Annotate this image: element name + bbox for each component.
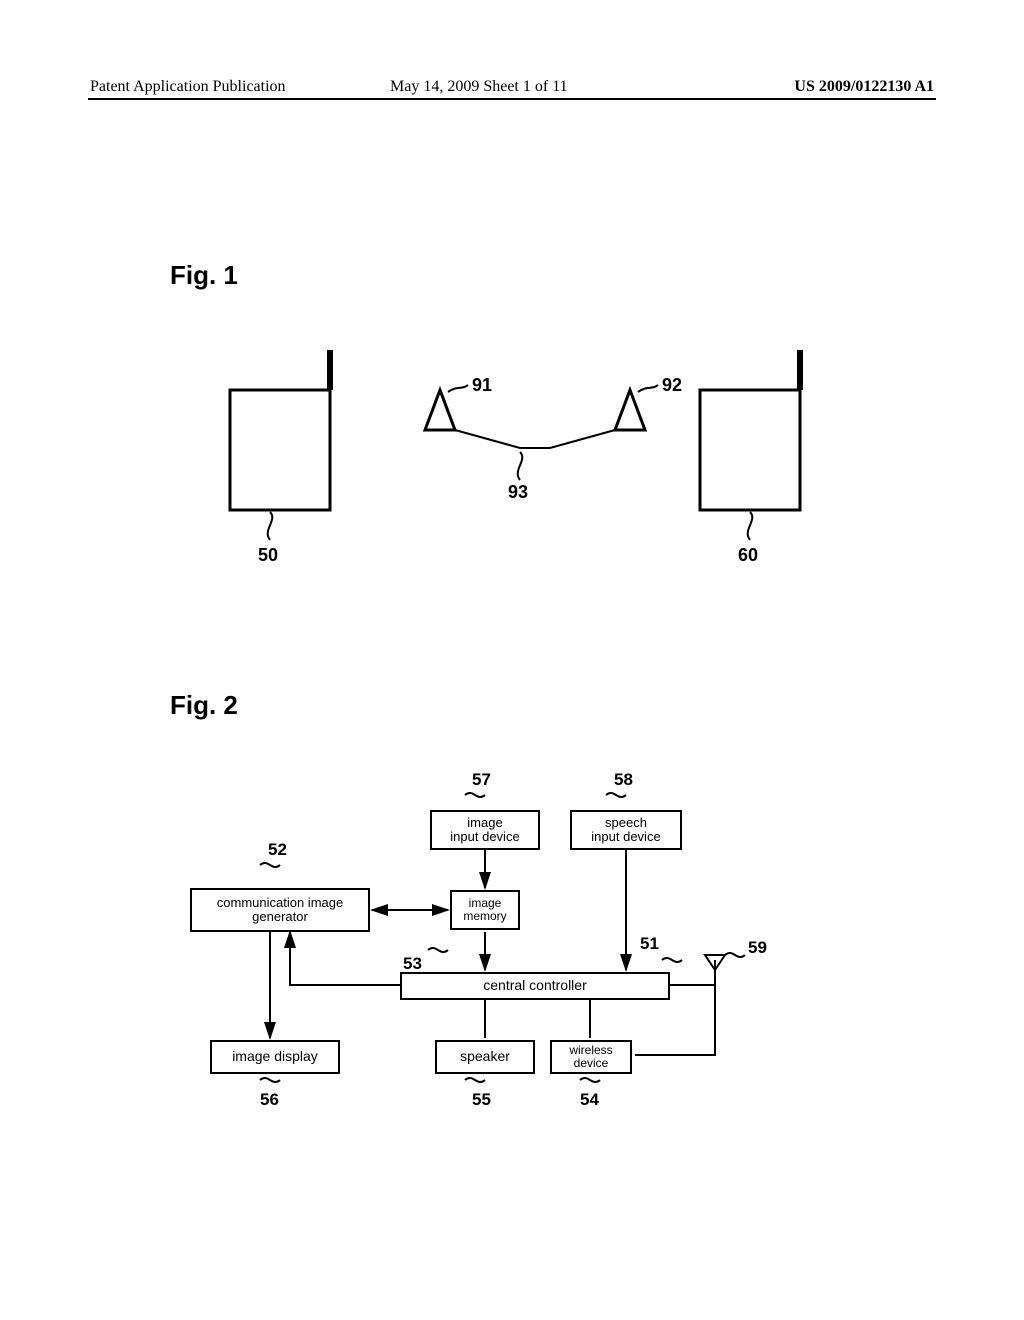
antenna-icon xyxy=(705,955,725,995)
box-image-input-device: image input device xyxy=(430,810,540,850)
box-image-memory: image memory xyxy=(450,890,520,930)
ref-58: 58 xyxy=(614,770,633,790)
box-label: image display xyxy=(232,1049,318,1064)
ref-59: 59 xyxy=(748,938,767,958)
box-label: wireless device xyxy=(569,1044,612,1070)
ref-50: 50 xyxy=(258,545,278,566)
fig2-diagram: image input device speech input device c… xyxy=(160,760,860,1140)
box-comm-image-generator: communication image generator xyxy=(190,888,370,932)
box-central-controller: central controller xyxy=(400,972,670,1000)
fig1-network-link xyxy=(455,430,615,448)
ref-52: 52 xyxy=(268,840,287,860)
header-middle: May 14, 2009 Sheet 1 of 11 xyxy=(390,78,568,96)
ref-55: 55 xyxy=(472,1090,491,1110)
header-right: US 2009/0122130 A1 xyxy=(794,78,934,96)
fig1-svg xyxy=(210,340,830,600)
box-label: image memory xyxy=(463,897,506,923)
box-label: image input device xyxy=(450,816,519,845)
ref-56: 56 xyxy=(260,1090,279,1110)
box-image-display: image display xyxy=(210,1040,340,1074)
box-label: speaker xyxy=(460,1049,510,1064)
fig1-tower-right xyxy=(615,385,658,430)
fig1-lead-93 xyxy=(518,452,523,480)
box-speech-input-device: speech input device xyxy=(570,810,682,850)
fig1-left-device xyxy=(230,350,330,540)
fig1-tower-left xyxy=(425,385,468,430)
header-left: Patent Application Publication xyxy=(90,78,286,96)
box-label: central controller xyxy=(483,978,587,993)
box-wireless-device: wireless device xyxy=(550,1040,632,1074)
ref-91: 91 xyxy=(472,375,492,396)
box-label: speech input device xyxy=(591,816,660,845)
ref-60: 60 xyxy=(738,545,758,566)
ref-51: 51 xyxy=(640,934,659,954)
fig1-title: Fig. 1 xyxy=(170,260,238,291)
ref-53: 53 xyxy=(403,954,422,974)
ref-54: 54 xyxy=(580,1090,599,1110)
page-header: Patent Application Publication May 14, 2… xyxy=(0,78,1024,102)
fig2-title: Fig. 2 xyxy=(170,690,238,721)
ref-93: 93 xyxy=(508,482,528,503)
header-rule xyxy=(88,98,936,100)
fig1-diagram: 50 60 91 92 93 xyxy=(210,340,830,600)
box-label: communication image generator xyxy=(217,896,343,925)
fig1-right-device xyxy=(700,350,800,540)
box-speaker: speaker xyxy=(435,1040,535,1074)
ref-57: 57 xyxy=(472,770,491,790)
ref-92: 92 xyxy=(662,375,682,396)
